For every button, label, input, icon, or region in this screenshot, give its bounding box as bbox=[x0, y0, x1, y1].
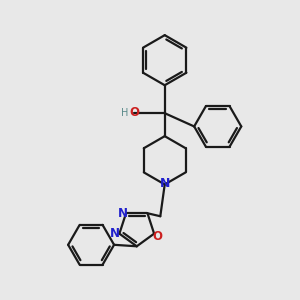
Text: O: O bbox=[130, 106, 140, 119]
Text: N: N bbox=[160, 177, 170, 190]
Text: O: O bbox=[153, 230, 163, 242]
Text: N: N bbox=[110, 227, 120, 240]
Text: N: N bbox=[118, 207, 128, 220]
Text: H: H bbox=[121, 108, 128, 118]
